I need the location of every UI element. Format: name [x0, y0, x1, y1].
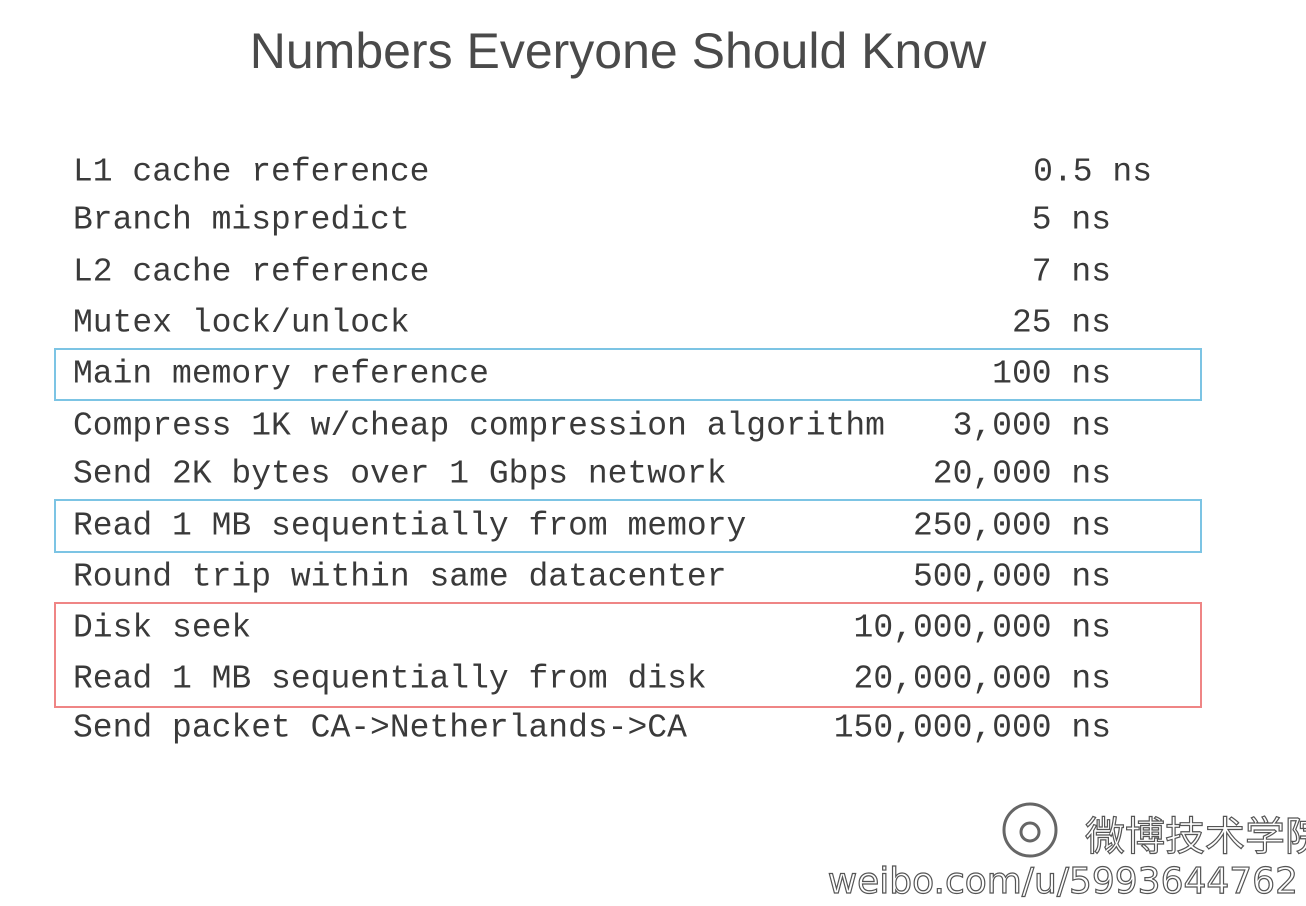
watermark-brand: 微博技术学院	[1085, 814, 1306, 860]
row-label: Send 2K bytes over 1 Gbps network	[73, 456, 727, 493]
row-value: 150,000,000 ns	[834, 710, 1111, 747]
row-label: Send packet CA->Netherlands->CA	[73, 710, 687, 747]
highlight-box	[54, 348, 1202, 401]
row-value: 7 ns	[1032, 254, 1111, 291]
row-value: 20,000,000 ns	[854, 661, 1111, 698]
highlight-box	[54, 602, 1202, 708]
row-value: 20,000 ns	[933, 456, 1111, 493]
slide-title: Numbers Everyone Should Know	[250, 23, 987, 79]
row-label: L1 cache reference	[73, 154, 429, 191]
row-label: Branch mispredict	[73, 202, 410, 239]
row-label: Read 1 MB sequentially from memory	[73, 508, 746, 545]
row-value: 250,000 ns	[913, 508, 1111, 545]
row-label: L2 cache reference	[73, 254, 429, 291]
row-value: 25 ns	[1012, 305, 1111, 342]
row-value: 10,000,000 ns	[854, 610, 1111, 647]
row-label: Compress 1K w/cheap compression algorith…	[73, 408, 885, 445]
row-value: 3,000 ns	[953, 408, 1111, 445]
row-label: Round trip within same datacenter	[73, 559, 727, 596]
watermark-url: weibo.com/u/5993644762	[828, 861, 1298, 902]
rows: L1 cache reference 0.5 ns Branch mispredic…	[73, 154, 1152, 747]
row-value: 5 ns	[1032, 202, 1111, 239]
row-value: 500,000 ns	[913, 559, 1111, 596]
highlight-box	[54, 499, 1202, 553]
row-label: Mutex lock/unlock	[73, 305, 410, 342]
row-value: 100 ns	[992, 356, 1111, 393]
row-label: Main memory reference	[73, 356, 489, 393]
row-value: 0.5 ns	[1033, 154, 1152, 191]
weibo-logo	[1019, 821, 1041, 843]
weibo-logo	[1002, 802, 1058, 858]
row-label: Read 1 MB sequentially from disk	[73, 661, 707, 698]
row-label: Disk seek	[73, 610, 251, 647]
